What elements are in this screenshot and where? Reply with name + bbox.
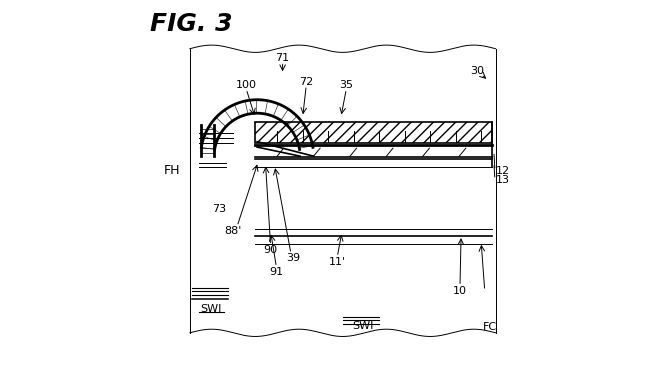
Text: 100: 100: [236, 80, 257, 90]
Text: 73: 73: [212, 204, 226, 214]
Text: 90: 90: [263, 245, 278, 255]
Text: 39: 39: [286, 253, 300, 263]
Text: FC: FC: [483, 322, 497, 333]
Text: 71: 71: [276, 53, 289, 63]
Text: 11': 11': [328, 257, 346, 267]
Text: 91: 91: [269, 267, 284, 277]
Text: SWI: SWI: [200, 304, 221, 314]
Text: 30: 30: [471, 66, 484, 76]
Bar: [255, 121, 492, 143]
Text: 13: 13: [496, 175, 509, 185]
Text: 35: 35: [339, 80, 353, 90]
Text: 10: 10: [453, 286, 467, 296]
Text: 12: 12: [496, 166, 510, 176]
Text: 88': 88': [224, 226, 241, 236]
Text: FH: FH: [164, 164, 180, 177]
Text: 72: 72: [299, 76, 313, 87]
Text: FIG. 3: FIG. 3: [150, 12, 232, 36]
Text: SWI: SWI: [352, 321, 373, 331]
